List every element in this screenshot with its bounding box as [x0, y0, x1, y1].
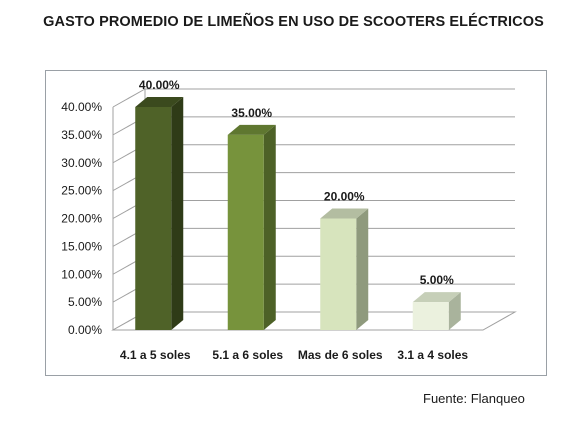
bar	[412, 302, 449, 330]
bar-top	[412, 292, 461, 303]
data-label: 35.00%	[231, 106, 272, 120]
x-tick-label: 5.1 a 6 soles	[212, 348, 283, 362]
bar	[320, 218, 357, 330]
y-tick-label: 20.00%	[61, 212, 102, 226]
bar-top	[320, 208, 369, 219]
gridline-side	[112, 88, 146, 108]
bar-top	[227, 124, 276, 135]
chart-title: GASTO PROMEDIO DE LIMEÑOS EN USO DE SCOO…	[43, 14, 544, 30]
bar	[227, 134, 264, 330]
bar-top	[135, 97, 184, 107]
bar-side	[448, 292, 461, 330]
x-tick-label: 3.1 a 4 soles	[397, 348, 468, 362]
bar-side	[263, 124, 276, 330]
x-tick-label: 4.1 a 5 soles	[120, 348, 191, 362]
y-tick-label: 25.00%	[61, 184, 102, 198]
data-label: 40.00%	[139, 78, 180, 92]
y-tick-label: 5.00%	[68, 295, 102, 309]
x-tick-label: Mas de 6 soles	[298, 348, 383, 362]
bar	[135, 107, 172, 330]
data-label: 5.00%	[420, 273, 454, 287]
y-tick-label: 0.00%	[68, 323, 102, 337]
bar-side	[356, 208, 369, 330]
data-label: 20.00%	[324, 190, 365, 204]
y-tick-label: 40.00%	[61, 100, 102, 114]
source-note: Fuente: Flanqueo	[423, 391, 525, 406]
y-tick-label: 35.00%	[61, 128, 102, 142]
y-tick-label: 10.00%	[61, 267, 102, 281]
y-tick-label: 30.00%	[61, 156, 102, 170]
bar-side	[171, 97, 184, 330]
y-tick-label: 15.00%	[61, 239, 102, 253]
